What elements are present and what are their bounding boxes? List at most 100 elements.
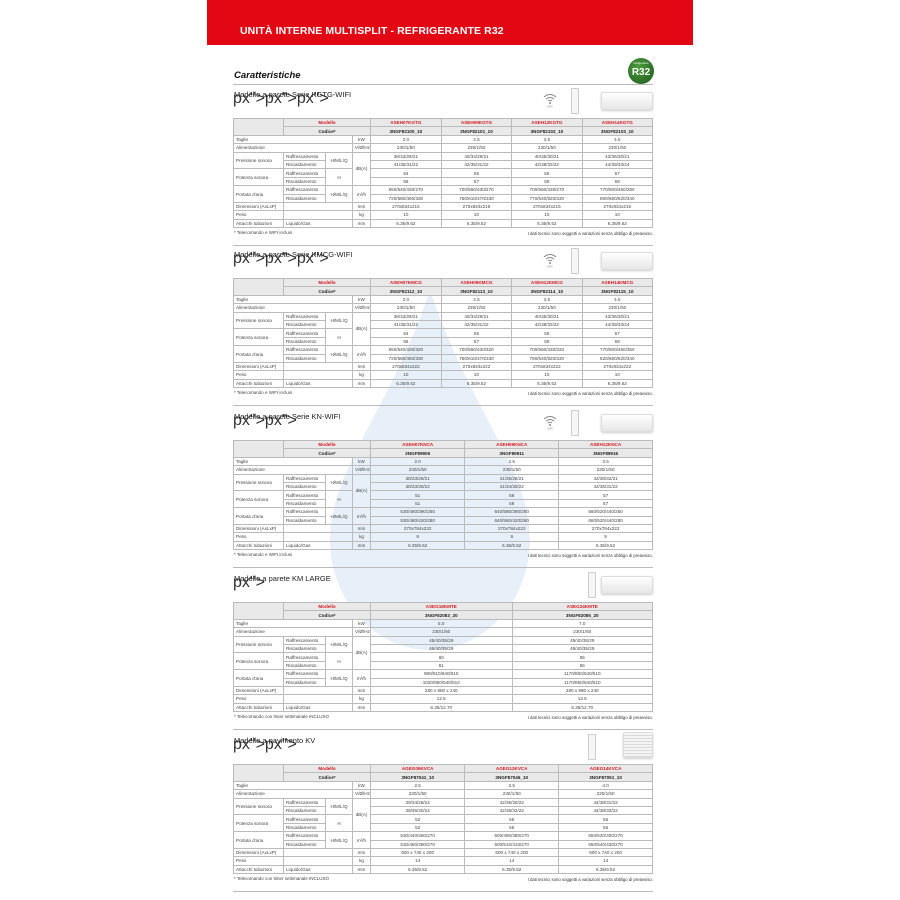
port_raff-value: 650/520/400/270: [558, 831, 653, 841]
row-label-portata: Portata d'aria: [233, 507, 284, 525]
press_raff-value: 40/35/30/21: [511, 311, 583, 321]
disclaimer: I dati tecnici sono soggetti a variazion…: [527, 715, 653, 720]
press_raff-value: 42/36/32/21: [558, 473, 653, 483]
press_raff-value: 40/34/29/21: [440, 151, 513, 161]
row-label-raff: Raffrescamento: [283, 797, 326, 807]
port_risc-value: 660/520/440/280: [558, 515, 653, 525]
table-row: Alimentazione V/Ø/Hz 230/1/50 230/1/50: [233, 627, 653, 637]
pot_risc-value: 51: [369, 498, 466, 509]
empty-cell: [283, 361, 353, 372]
table-row: Riscaldamento 41/35/31/22 42/36/31/22 42/38…: [234, 319, 654, 330]
table-row: Riscaldamento 41/35/31/22 42/36/31/22 42/38…: [234, 159, 654, 170]
row-label-attacchi: Attacchi tubazioni: [233, 702, 284, 713]
empty-cell: [283, 370, 353, 380]
table-row: Potenza sonora Raffrescamento H 54 55 56 57: [233, 168, 654, 187]
table-row: Riscaldamento 56 57 58 59: [234, 336, 654, 347]
model-name: ASEH07KMCG: [370, 277, 442, 288]
peso-value: 9: [558, 532, 653, 542]
row-label-alimentazione: Alimentazione: [233, 465, 353, 475]
press_risc-value: 36/33/30/22: [369, 481, 466, 492]
section-title: Modello a pavimento KV: [234, 736, 316, 745]
remote-control-icon: [588, 734, 596, 760]
alim-value: 230/1/50: [369, 789, 466, 799]
table-row: Attacchi tubazioni Liquido/Gas mm 6.35/9.52…: [233, 378, 654, 389]
table-row: Alimentazione V/Ø/Hz 230/1/50 230/1/50 230/1…: [233, 789, 653, 799]
row-label-liquido-gas: Liquido/Gas: [283, 702, 353, 713]
model-name: ASEH09KNCA: [464, 439, 560, 450]
table-row: Potenza sonora Raffrescamento H 54 55 55 57: [233, 328, 654, 347]
spec-table: Modello ASEH07KGTG ASEH09KGTG ASEH12KGTG ASE…: [233, 117, 654, 229]
table-row: Portata d'aria Raffrescamento H/M/L/Q m³/h 5…: [233, 507, 653, 525]
product-images: [543, 570, 653, 600]
taglie-value: 2.5: [440, 294, 513, 305]
press_risc-value: 49/40/35/29: [511, 643, 653, 654]
row-label-liquido-gas: Liquido/Gas: [283, 218, 353, 229]
table-row: Pressione sonora Raffrescamento H/M/L/Q dB(…: [233, 311, 654, 347]
pot_raff-value: 54: [370, 168, 442, 178]
row-label-pressione: Pressione sonora: [233, 797, 284, 816]
dim-value: 270x834x222: [511, 361, 583, 372]
press_risc-value: 39/35/30/22: [369, 805, 466, 816]
remote-control-icon: [571, 88, 579, 114]
port_raff-value: 640/580/390/250: [464, 507, 560, 517]
attacchi-value: 6.35/9.52: [581, 218, 654, 229]
modello-label: Modello: [283, 763, 371, 774]
row-label-potenza: Potenza sonora: [233, 490, 284, 509]
row-label-taglie: Taglie: [233, 780, 353, 791]
spec-section: Modello a parete KM LARGE px"> Modello ASE…: [233, 572, 653, 730]
port_risc-value: 600/510/410/270: [464, 839, 560, 849]
row-label-dimensioni: Dimensioni (AxLxP): [233, 361, 284, 372]
cell-u_kw: kW: [352, 294, 371, 305]
attacchi-value: 6.35/9.52: [464, 540, 560, 551]
alim-value: 230/1/50: [558, 789, 653, 799]
port_raff-value: 770/600/450/350: [581, 345, 654, 355]
section-title: Modello a parete Serie KMCG-WIFI: [234, 250, 353, 259]
pot_risc-value: 57: [440, 176, 513, 187]
row-label-potenza: Potenza sonora: [233, 168, 284, 187]
press_raff-value: 42/36/30/22: [464, 797, 560, 807]
port_risc-value: 650/540/430/270: [558, 839, 653, 849]
pot_risc-value: 57: [558, 498, 653, 509]
divider: [233, 567, 653, 568]
wall-unit-image: [601, 414, 653, 432]
attacchi-value: 6.35/9.52: [511, 218, 583, 229]
attacchi-value: 6.35/9.52: [369, 540, 466, 551]
row-label-raff: Raffrescamento: [283, 185, 326, 195]
pot_risc-value: 59: [581, 176, 654, 187]
table-row: Attacchi tubazioni Liquido/Gas mm 6.35/9.52…: [233, 540, 653, 551]
port_risc-value: 530/480/420/280: [369, 515, 466, 525]
wall-unit-image: [601, 92, 653, 110]
empty-cell: [283, 685, 353, 696]
port_raff-value: 660/520/440/250: [558, 507, 653, 517]
row-label-raff: Raffrescamento: [283, 652, 326, 662]
attacchi-value: 6.35/9.52: [464, 864, 560, 875]
port_raff-value: 700/560/430/320: [511, 345, 583, 355]
row-label-risc: Riscaldamento: [283, 805, 326, 816]
alim-value: 230/1/50: [370, 627, 513, 637]
pot_risc-value: 52: [369, 822, 466, 833]
cell-u_mm: mm: [352, 201, 371, 212]
empty-cell: [283, 532, 353, 542]
cell-u_kg: kg: [352, 210, 371, 220]
dim-value: 270x784x222: [369, 523, 466, 534]
wall-unit-image: [601, 252, 653, 270]
disclaimer: I dati tecnici sono soggetti a variazion…: [527, 877, 653, 882]
table-row: Taglie kW 2.0 2.5 3.5 4.0: [233, 134, 654, 145]
row-label-dimensioni: Dimensioni (AxLxP): [233, 847, 284, 858]
table-row: Riscaldamento 1020/850/640/510 1170/850/64…: [234, 677, 653, 687]
table-row: Riscaldamento 56 57 58 59: [234, 176, 654, 187]
port_raff-value: 700/560/430/270: [511, 185, 583, 195]
pot_raff-value: 54: [370, 328, 442, 338]
cell-u_m3h: m³/h: [352, 831, 371, 849]
table-row: Alimentazione V/Ø/Hz 230/1/50 230/1/50 230/1…: [233, 143, 654, 153]
cell-u_kg: kg: [352, 856, 371, 866]
header-blank: [233, 118, 284, 136]
floor-unit-image: [623, 732, 653, 758]
row-label-alimentazione: Alimentazione: [233, 789, 353, 799]
cell-hmlq: H/M/L/Q: [325, 311, 353, 330]
dim-value: 270x834x215: [440, 201, 513, 212]
alim-value: 230/1/50: [369, 465, 466, 475]
port_risc-value: 720/580/460/330: [370, 193, 442, 203]
attacchi-value: 6.35/9.52: [511, 378, 583, 389]
cell-u_mm: mm: [352, 218, 371, 229]
